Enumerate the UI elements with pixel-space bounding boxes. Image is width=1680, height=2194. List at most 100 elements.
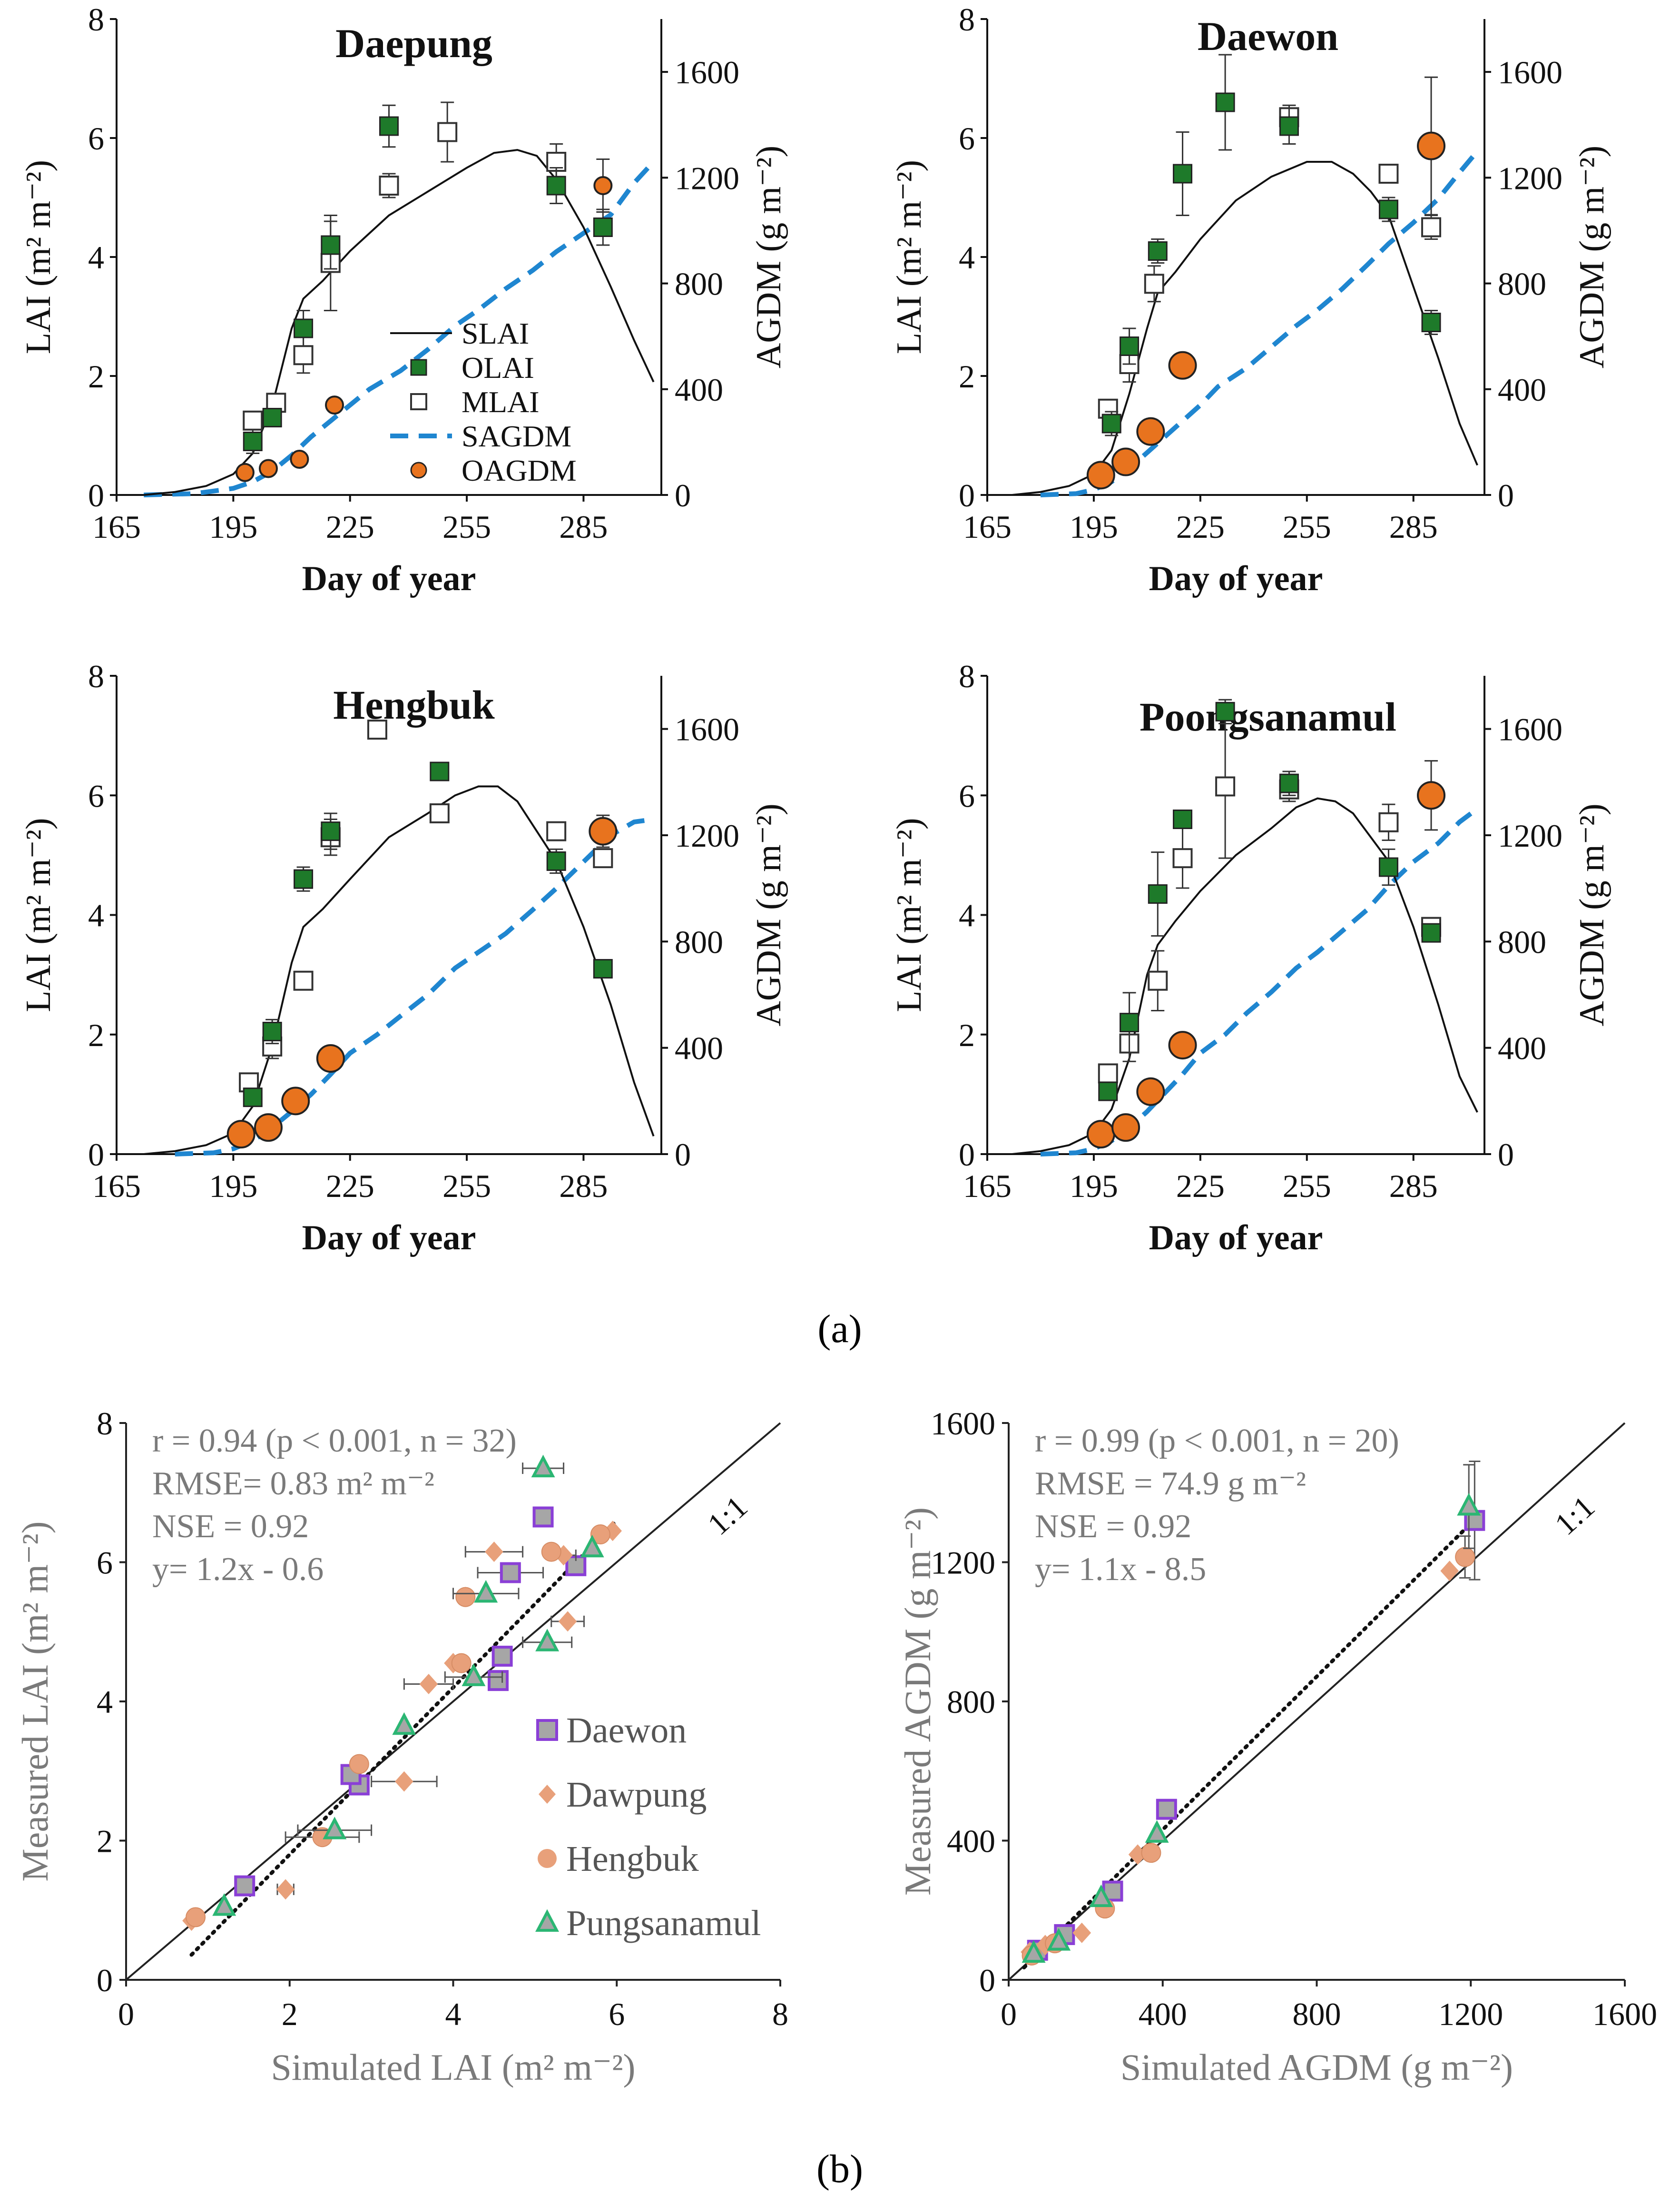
y-tick-label: 8	[88, 1, 104, 38]
y-axis-label: LAI (m² m⁻²)	[19, 160, 58, 354]
y2-tick-label: 400	[675, 372, 723, 408]
point-pungsanamul	[462, 1663, 486, 1686]
olai-point	[430, 761, 450, 781]
y-tick-label: 0	[979, 1962, 995, 1998]
regression-line	[189, 1518, 619, 1957]
y-tick-label: 8	[959, 1, 975, 38]
legend-label: Hengbuk	[566, 1839, 699, 1879]
y-tick-label: 4	[959, 898, 975, 934]
x-tick-label: 400	[1139, 1996, 1187, 2032]
legend-label: OLAI	[462, 351, 534, 385]
y-tick-label: 4	[88, 239, 104, 276]
ts-chart-0: 0 2 4 6 8 0 400 800 1200 1600 165 195 225 255 285 Day o…	[19, 1, 788, 598]
stat-text: RMSE= 0.83 m² m⁻²	[152, 1465, 434, 1502]
olai-point	[593, 959, 613, 979]
x-tick-label: 225	[1176, 509, 1225, 545]
point-pungsanamul	[392, 1712, 416, 1735]
y-tick-label: 400	[947, 1823, 995, 1859]
y2-tick-label: 1200	[675, 818, 739, 854]
olai-point	[1378, 857, 1398, 877]
point-pungsanamul	[212, 1893, 236, 1916]
oagdm-point	[1136, 1077, 1165, 1106]
legend-label: Dawpung	[566, 1775, 707, 1815]
y-tick-label: 6	[97, 1545, 113, 1581]
x-tick-label: 225	[326, 509, 374, 545]
scatter-chart-0: 0 2 4 6 8 0 2 4 6 8 Simulated LAI (m² m⁻²) Measured…	[14, 1405, 788, 2088]
y2-tick-label: 0	[1498, 1137, 1514, 1173]
oagdm-point	[1417, 781, 1446, 810]
ts-chart-1: 0 2 4 6 8 0 400 800 1200 1600 165 195 225 255 285 Day o…	[890, 1, 1611, 598]
x-tick-label: 165	[92, 509, 141, 545]
chart-title: Daewon	[1198, 13, 1338, 59]
olai-point	[1120, 1013, 1140, 1033]
point-pungsanamul	[1022, 1940, 1046, 1963]
point-daewon	[491, 1645, 513, 1667]
y2-tick-label: 1200	[1498, 818, 1562, 854]
mlai-point	[379, 176, 399, 196]
y-axis-label: LAI (m² m⁻²)	[890, 818, 929, 1012]
y-tick-label: 0	[97, 1962, 113, 1998]
y2-tick-label: 800	[675, 266, 723, 302]
point-hengbuk	[1141, 1843, 1161, 1863]
olai-point	[262, 408, 282, 427]
x-axis-label: Simulated LAI (m² m⁻²)	[271, 2046, 636, 2088]
olai-point	[294, 318, 314, 338]
olai-point	[262, 1021, 282, 1041]
y2-tick-label: 1200	[675, 160, 739, 196]
x-tick-label: 2	[282, 1996, 298, 2032]
y-tick-label: 6	[959, 778, 975, 814]
legend-label: OAGDM	[462, 454, 577, 487]
point-hengbuk	[451, 1653, 472, 1673]
ts-chart-2: 0 2 4 6 8 0 400 800 1200 1600 165 195 225 255 285 Day o…	[19, 658, 788, 1257]
olai-point	[593, 217, 613, 237]
mlai-point	[367, 720, 387, 740]
chart-title: Hengbuk	[333, 682, 495, 728]
mlai-point	[1148, 970, 1168, 991]
mlai-point	[429, 803, 450, 823]
point-dawpung	[1440, 1561, 1459, 1581]
x-tick-label: 285	[1389, 1168, 1438, 1204]
olai-point	[321, 235, 341, 255]
y-tick-label: 800	[947, 1684, 995, 1720]
olai-point	[1421, 313, 1441, 332]
legend-swatch-mlai	[410, 393, 427, 410]
x-axis-label: Day of year	[1149, 1218, 1323, 1257]
oagdm-point	[1168, 351, 1197, 380]
stat-text: NSE = 0.92	[1035, 1508, 1191, 1545]
x-axis-label: Simulated AGDM (g m⁻²)	[1120, 2046, 1513, 2088]
x-tick-label: 8	[772, 1996, 788, 2032]
y2-tick-label: 0	[675, 477, 691, 514]
x-tick-label: 195	[1070, 509, 1118, 545]
point-hengbuk	[541, 1542, 561, 1562]
y-tick-label: 8	[88, 658, 104, 694]
point-dawpung	[395, 1771, 413, 1792]
mlai-point	[546, 821, 567, 841]
y-axis-label: Measured LAI (m² m⁻²)	[14, 1521, 56, 1881]
stat-text: r = 0.99 (p < 0.001, n = 20)	[1035, 1423, 1399, 1459]
sagdm-line	[1040, 149, 1479, 497]
oagdm-point	[254, 1113, 283, 1142]
y2-tick-label: 800	[1498, 924, 1546, 960]
x-axis-label: Day of year	[302, 559, 476, 598]
x-tick-label: 225	[1176, 1168, 1225, 1204]
olai-point	[1279, 773, 1299, 793]
x-tick-label: 285	[1389, 509, 1438, 545]
legend-swatch-pungsanamul	[535, 1909, 559, 1932]
x-tick-label: 285	[559, 1168, 608, 1204]
point-dawpung	[276, 1879, 295, 1900]
point-daewon	[234, 1875, 255, 1897]
olai-point	[321, 821, 341, 841]
scatter-legend: Daewon Dawpung Hengbuk Pungsanamul	[535, 1710, 761, 1943]
mlai-point	[1215, 776, 1236, 797]
point-dawpung	[558, 1611, 577, 1632]
mlai-point	[437, 122, 458, 142]
x-tick-label: 255	[1283, 509, 1331, 545]
oagdm-point	[1111, 447, 1140, 476]
y2-tick-label: 800	[1498, 266, 1546, 302]
y-tick-label: 0	[88, 477, 104, 514]
stat-text: RMSE = 74.9 g m⁻²	[1035, 1465, 1306, 1502]
x-tick-label: 1600	[1592, 1996, 1657, 2032]
y2-axis-label: AGDM (g m⁻²)	[749, 803, 788, 1026]
y-tick-label: 2	[97, 1823, 113, 1859]
oagdm-point	[1086, 461, 1115, 490]
